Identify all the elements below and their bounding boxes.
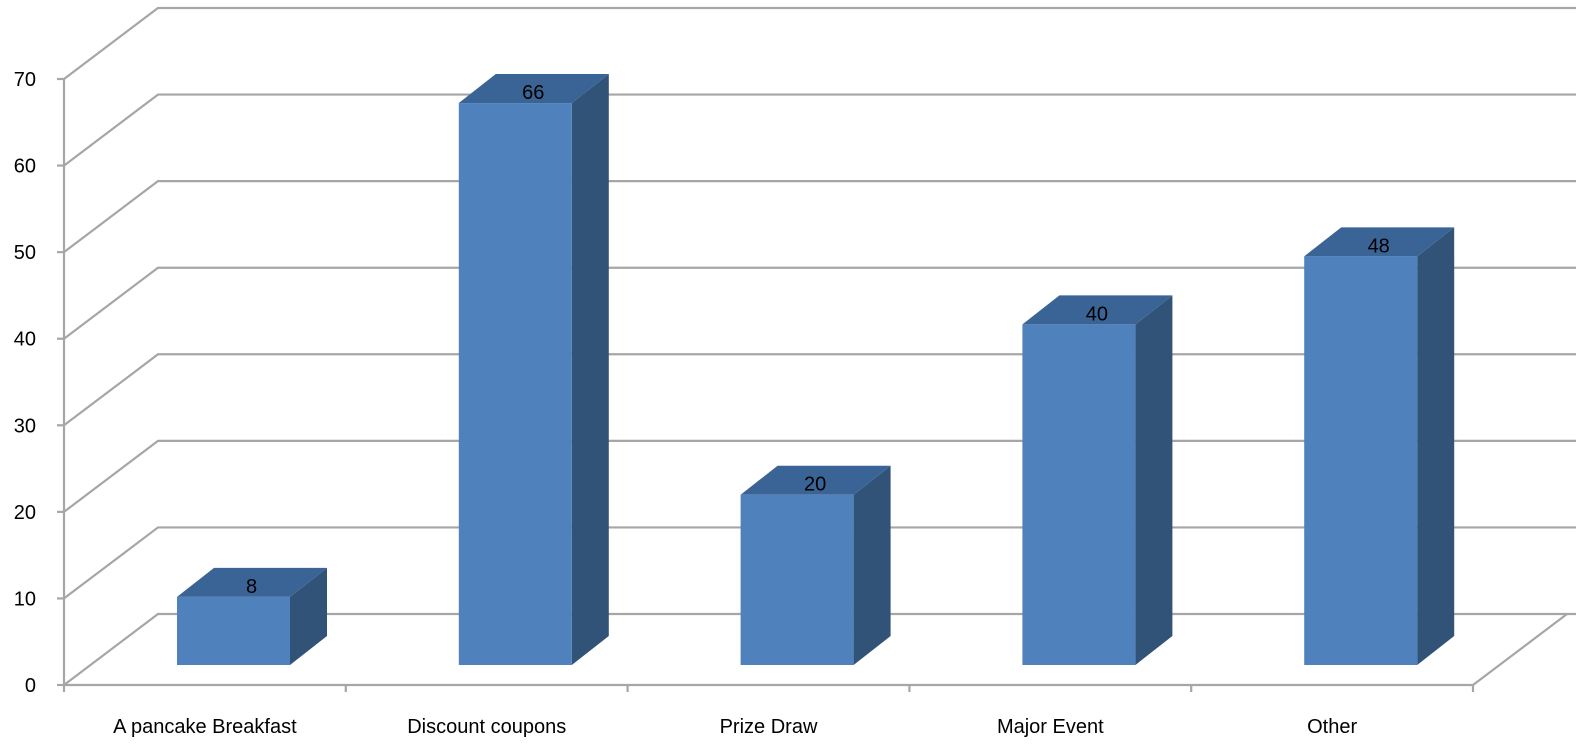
bar-side	[1417, 227, 1455, 666]
bar-top	[1022, 295, 1173, 325]
gridline	[63, 6, 1576, 80]
data-label: 20	[804, 474, 826, 496]
bar-top	[740, 465, 891, 495]
gridline	[63, 93, 1576, 167]
bar-side	[1135, 295, 1173, 665]
bar-side	[290, 567, 327, 665]
y-tick-label: 40	[14, 329, 36, 351]
data-label: 66	[522, 82, 544, 104]
floor-right-edge	[1472, 613, 1568, 686]
gridlines	[63, 6, 1576, 686]
bar-top	[1304, 227, 1455, 257]
y-tick-label: 60	[14, 156, 36, 178]
y-tick-label: 20	[14, 502, 36, 524]
labels: 0 10 20 30 40 50 60 70 8 A pancake Breakfast 66 Dis…	[14, 69, 1390, 738]
y-tick-label: 30	[14, 415, 36, 437]
x-tick-label: Prize Draw	[720, 716, 818, 738]
y-tick-label: 70	[14, 69, 36, 91]
x-tick-label: Discount coupons	[407, 716, 566, 738]
bar-side	[571, 74, 609, 666]
x-tick-label: A pancake Breakfast	[113, 716, 297, 738]
bar-side	[853, 465, 891, 665]
y-tick-label: 10	[14, 588, 36, 610]
bar	[1304, 256, 1418, 665]
bar-top	[458, 74, 609, 104]
gridline	[63, 180, 1576, 254]
bar	[458, 103, 572, 666]
bar	[740, 494, 854, 665]
data-label: 40	[1086, 303, 1108, 325]
data-label: 8	[246, 576, 257, 598]
y-tick-label: 50	[14, 242, 36, 264]
bar	[177, 596, 290, 665]
x-tick-label: Major Event	[997, 716, 1104, 738]
bar	[1022, 324, 1136, 665]
y-tick-label: 0	[25, 675, 36, 697]
bar-top	[177, 567, 327, 597]
bars	[177, 74, 1455, 666]
data-label: 48	[1368, 235, 1390, 257]
x-tick-label: Other	[1307, 716, 1357, 738]
gridline	[63, 266, 1576, 340]
axes	[57, 77, 1568, 692]
